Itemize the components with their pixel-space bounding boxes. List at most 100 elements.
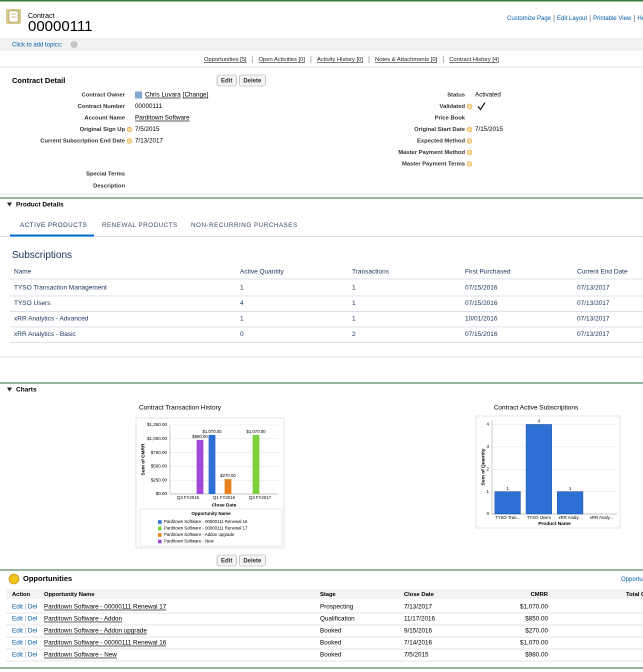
edit-link[interactable]: Edit <box>12 652 23 659</box>
column-header: CMRR <box>531 592 549 598</box>
legend-swatch <box>158 520 162 524</box>
field-value: 7/13/2017 <box>135 138 164 145</box>
header-link[interactable]: Customize Page <box>507 16 552 22</box>
related-link[interactable]: Notes & Attachments [0] <box>375 57 438 63</box>
header-link[interactable]: Help for this Page <box>637 16 643 22</box>
contract-icon <box>6 9 21 24</box>
y-tick-label: $750.00 <box>151 450 168 455</box>
delete-link[interactable]: Del <box>28 604 37 611</box>
tab[interactable]: NON-RECURRING PURCHASES <box>191 222 298 229</box>
field-label: Validated <box>440 104 466 110</box>
legend-label: Parditown Software - Addon upgrade <box>164 532 235 537</box>
column-header: Close Date <box>404 592 435 598</box>
field-value: 7/5/2015 <box>135 126 160 133</box>
cell: $980.00 <box>525 652 548 659</box>
field-label: Expected Method <box>417 139 465 145</box>
column-header: Active Quantity <box>240 269 284 276</box>
delete-link[interactable]: Del <box>28 628 37 635</box>
button-label[interactable]: Delete <box>243 78 262 84</box>
y-tick-label: $250.00 <box>151 477 168 482</box>
cell: 11/17/2016 <box>404 616 436 623</box>
button-label[interactable]: Delete <box>243 558 262 564</box>
cell: TYSO Transaction Management <box>14 285 107 292</box>
top-border <box>0 0 643 2</box>
change-link[interactable]: [Change] <box>183 92 209 99</box>
cell: $270.00 <box>525 628 548 635</box>
edit-link[interactable]: Edit <box>12 640 23 647</box>
y-tick-label: $1,250.00 <box>147 422 168 427</box>
user-icon <box>135 92 142 99</box>
cell: 1 <box>352 285 356 292</box>
button-label[interactable]: Edit <box>221 558 232 564</box>
cell: 07/13/2017 <box>577 331 610 338</box>
cell[interactable]: Parditown Software - 00000111 Renewal 16 <box>44 640 167 647</box>
section-title: Product Details <box>16 202 64 209</box>
legend-title: Opportunity Name <box>191 511 231 516</box>
edit-link[interactable]: Edit <box>12 604 23 611</box>
x-tick-label: TYSO Tran... <box>495 515 520 520</box>
chart-title: Contract Active Subscriptions <box>494 405 579 412</box>
cell[interactable]: Parditown Software - New <box>44 652 117 659</box>
y-axis-label: Sum of Quantity <box>480 448 486 485</box>
cell[interactable]: Parditown Software - Addon <box>44 616 123 623</box>
x-tick-label: Q1 FY2016 <box>213 495 236 500</box>
y-tick-label: $1,000.00 <box>147 436 168 441</box>
cell: Booked <box>320 640 342 647</box>
cell: Booked <box>320 628 342 635</box>
section-title: Opportunities <box>23 574 72 583</box>
cell: 1 <box>240 285 244 292</box>
cell: 07/13/2017 <box>577 285 610 292</box>
field-label: Status <box>447 93 465 99</box>
related-link[interactable]: Contract History [4] <box>449 57 499 63</box>
edit-link[interactable]: Edit <box>12 628 23 635</box>
cell: 7/14/2016 <box>404 640 433 647</box>
column-header: Opportunity Name <box>44 592 95 598</box>
x-tick-label: Q3 FY2017 <box>249 495 272 500</box>
cell: 10/01/2016 <box>465 316 498 323</box>
delete-link[interactable]: Del <box>28 616 37 623</box>
field-label: Description <box>93 184 125 190</box>
topics-link[interactable]: Click to add topics: <box>12 43 63 49</box>
header-link[interactable]: Edit Layout <box>557 16 587 22</box>
column-header: Total CMRR <box>626 592 643 598</box>
cell: 07/13/2017 <box>577 316 610 323</box>
bar <box>557 492 583 514</box>
column-header: Transactions <box>352 269 390 276</box>
delete-link[interactable]: Del <box>28 652 37 659</box>
tab[interactable]: ACTIVE PRODUCTS <box>20 222 87 229</box>
bar <box>209 435 216 494</box>
header-link[interactable]: Printable View <box>593 16 632 22</box>
related-link[interactable]: Opportunities [5] <box>204 57 247 63</box>
related-link[interactable]: Open Activities [0] <box>259 57 306 63</box>
delete-link[interactable]: Del <box>28 640 37 647</box>
legend-label: Parditown Software - 00000111 Renewal 16 <box>164 519 248 524</box>
field-label: Current Subscription End Date <box>40 139 125 145</box>
button-label[interactable]: Edit <box>221 78 232 84</box>
field-value: 00000111 <box>135 103 163 110</box>
cell: 1 <box>352 316 356 323</box>
edit-link[interactable]: Edit <box>12 616 23 623</box>
y-axis-label: Sum of CMRR <box>140 443 146 476</box>
help-icon <box>127 127 132 132</box>
tab[interactable]: RENEWAL PRODUCTS <box>102 222 178 229</box>
related-link[interactable]: Activity History [0] <box>317 57 363 63</box>
field-value[interactable]: Chris Luvara <box>145 92 181 99</box>
field-value[interactable]: Parditown Software <box>135 115 190 122</box>
info-icon <box>71 41 78 48</box>
bar <box>197 440 204 494</box>
cell: 9/15/2016 <box>404 628 433 635</box>
column-header: First Purchased <box>465 269 511 276</box>
related-list-link[interactable]: Opportunities Help <box>621 577 643 583</box>
field-label: Price Book <box>435 116 466 122</box>
cell[interactable]: Parditown Software - 00000111 Renewal 17 <box>44 604 167 611</box>
section-title: Contract Detail <box>12 76 65 85</box>
y-tick-label: $500.00 <box>151 464 168 469</box>
help-icon <box>467 150 472 155</box>
column-header: Stage <box>320 592 337 598</box>
cell: $1,070.00 <box>520 604 549 611</box>
help-icon <box>467 127 472 132</box>
table-title: Subscriptions <box>12 250 72 261</box>
cell[interactable]: Parditown Software - Addon upgrade <box>44 628 147 635</box>
cell: TYSO Users <box>14 300 51 307</box>
